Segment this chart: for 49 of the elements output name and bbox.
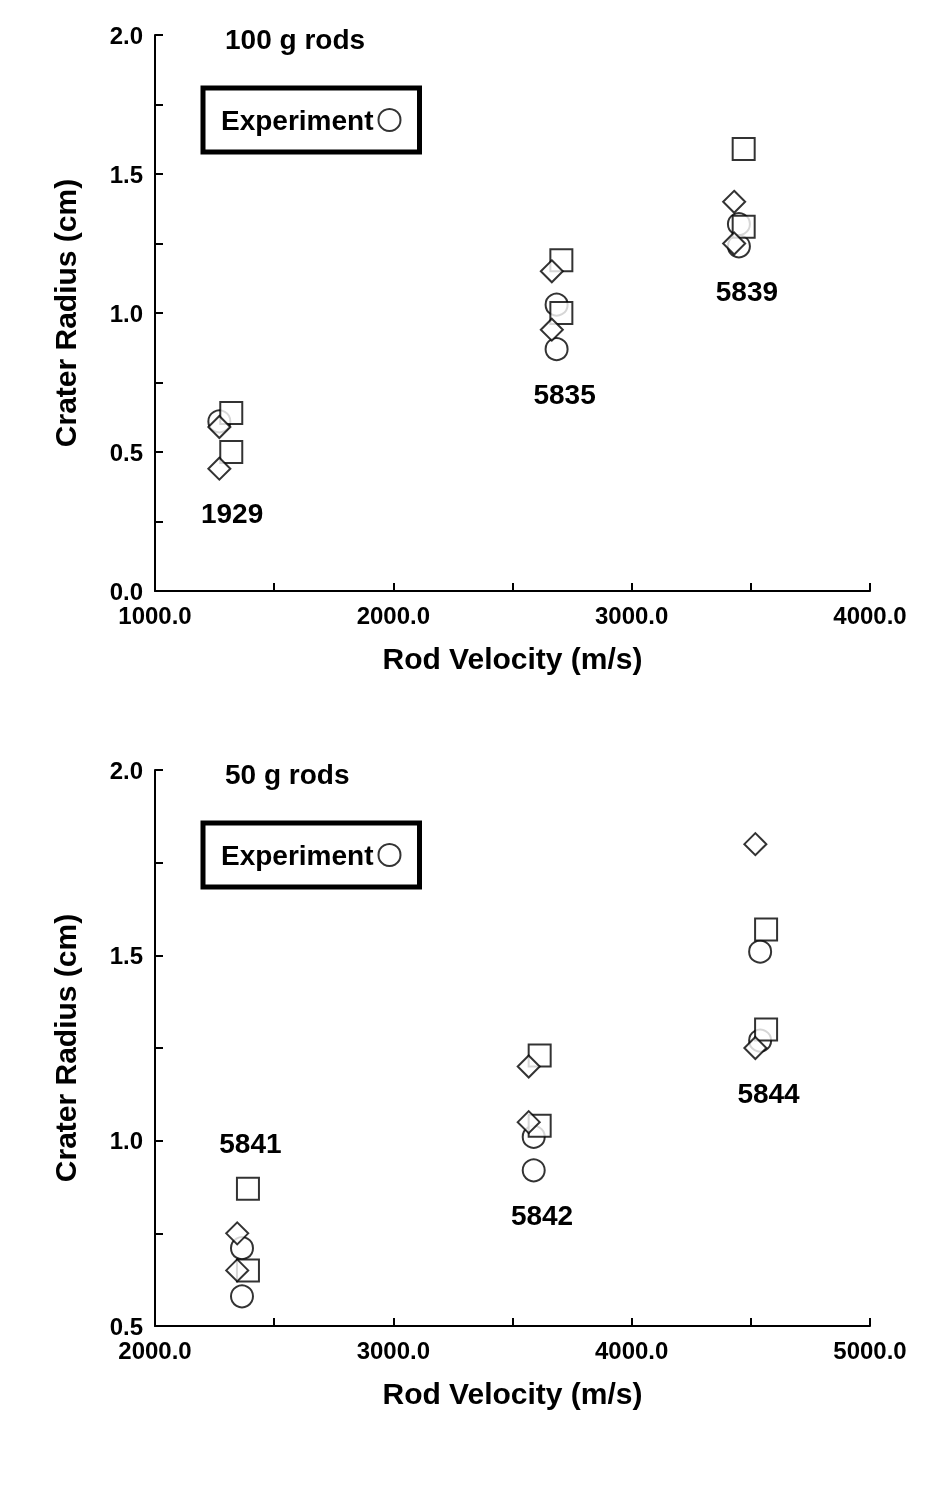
point	[544, 337, 569, 362]
legend-label: Experiment	[221, 839, 374, 871]
point	[516, 1110, 541, 1135]
point	[207, 414, 232, 439]
annotation: 5835	[533, 378, 596, 410]
annotation: 1929	[200, 498, 264, 530]
y-tick-label: 2.0	[109, 21, 143, 49]
y-tick-label: 1.5	[109, 160, 143, 188]
point	[731, 214, 756, 239]
x-tick-label: 5000.0	[833, 1336, 907, 1364]
x-tick-label: 3000.0	[356, 1336, 431, 1364]
x-axis-title: Rod Velocity (m/s)	[382, 641, 643, 675]
point	[731, 136, 756, 161]
y-axis-title: Crater Radius (cm)	[48, 178, 82, 448]
point	[219, 401, 244, 426]
x-axis-title: Rod Velocity (m/s)	[382, 1376, 643, 1410]
point	[235, 1176, 260, 1201]
annotation: 5844	[737, 1077, 801, 1109]
point	[743, 1036, 768, 1060]
point	[748, 939, 773, 964]
point	[230, 1284, 254, 1309]
point	[754, 1017, 779, 1042]
y-tick-label: 1.0	[109, 1127, 143, 1155]
point	[521, 1158, 546, 1183]
annotation: 50 g rods	[225, 758, 350, 790]
y-tick-label: 0.5	[109, 438, 143, 466]
legend-label: Experiment	[221, 104, 374, 136]
x-tick-label: 4000.0	[833, 601, 907, 629]
point	[225, 1258, 250, 1283]
y-tick-label: 2.0	[109, 756, 143, 784]
x-tick-label: 4000.0	[594, 1336, 669, 1364]
y-tick-label: 1.0	[109, 299, 143, 327]
point	[207, 456, 232, 481]
point	[539, 317, 564, 342]
point	[539, 259, 564, 284]
y-axis-title: Crater Radius (cm)	[48, 913, 82, 1183]
y-tick-label: 1.5	[109, 941, 143, 969]
point	[219, 440, 244, 464]
annotation: 5839	[715, 275, 779, 307]
point	[549, 301, 574, 325]
annotation: 100 g rods	[225, 23, 366, 55]
point	[225, 1221, 250, 1246]
annotation: 5841	[219, 1128, 282, 1160]
x-tick-label: 2000.0	[356, 601, 431, 629]
annotation: 5842	[510, 1199, 574, 1231]
point	[722, 189, 747, 214]
point	[754, 917, 779, 942]
x-tick-label: 3000.0	[594, 601, 669, 629]
point	[516, 1054, 541, 1079]
